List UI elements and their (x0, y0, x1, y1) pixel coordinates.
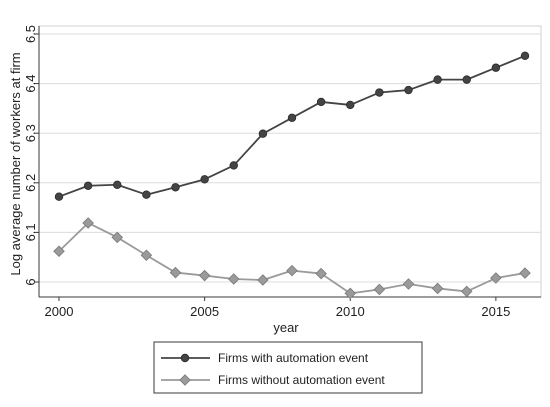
point-with-2010 (346, 100, 355, 110)
point-without-2009 (315, 267, 327, 280)
plot-area (38, 25, 542, 298)
legend-label-without: Firms without automation event (218, 373, 385, 387)
point-with-2006 (229, 161, 238, 170)
point-without-2010 (344, 287, 357, 300)
x-tick-label-0: 2000 (45, 304, 74, 319)
x-tick-label-2: 2010 (336, 304, 365, 319)
point-without-2016 (519, 267, 531, 279)
point-with-2014 (462, 75, 471, 84)
point-without-2001 (82, 217, 94, 229)
legend-box (153, 341, 423, 394)
point-without-2003 (140, 249, 153, 261)
point-with-2009 (316, 97, 326, 107)
y-axis-title: Log average number of workers at firm (8, 52, 23, 275)
point-without-2014 (460, 285, 473, 298)
point-without-2000 (53, 245, 65, 258)
series-markers (53, 51, 531, 300)
point-with-2015 (491, 63, 501, 72)
y-tick-label-4: 6.4 (23, 75, 38, 93)
point-without-2002 (111, 231, 124, 244)
legend: Firms with automation event Firms without… (153, 341, 423, 394)
point-without-2011 (373, 283, 386, 296)
axes (35, 26, 541, 301)
point-with-2001 (83, 181, 93, 190)
point-with-2007 (258, 129, 268, 138)
gridlines (39, 33, 541, 283)
point-with-2005 (200, 175, 209, 184)
y-tick-label-0: 6 (23, 278, 38, 285)
x-tick-label-1: 2005 (190, 304, 219, 319)
point-with-2013 (433, 75, 442, 84)
point-without-2012 (402, 278, 415, 290)
legend-marker-with (180, 353, 190, 363)
point-without-2008 (286, 264, 298, 277)
point-with-2003 (142, 190, 151, 199)
point-without-2013 (431, 282, 444, 295)
point-without-2006 (227, 273, 240, 285)
legend-label-with: Firms with automation event (218, 351, 369, 365)
point-with-2004 (171, 183, 180, 192)
x-tick-label-3: 2015 (481, 304, 510, 319)
point-with-2016 (520, 51, 530, 61)
x-axis-title: year (273, 320, 299, 335)
point-without-2015 (490, 272, 502, 284)
point-with-2000 (54, 192, 64, 201)
point-without-2004 (169, 266, 182, 279)
legend-marker-without (179, 374, 191, 386)
point-with-2008 (287, 113, 297, 123)
y-tick-label-3: 6.3 (23, 124, 38, 142)
y-tick-label-2: 6.2 (23, 174, 38, 192)
y-tick-label-1: 6.1 (23, 223, 38, 241)
point-with-2011 (375, 88, 384, 97)
point-with-2012 (404, 85, 413, 95)
point-without-2007 (257, 274, 269, 286)
legend-items: Firms with automation event Firms without… (161, 351, 385, 387)
point-without-2005 (198, 269, 211, 282)
tick-labels: 6 6.1 6.2 6.3 6.4 6.5 2000 2005 2010 2015 (23, 25, 510, 319)
y-tick-label-5: 6.5 (23, 25, 38, 43)
point-with-2002 (113, 180, 122, 189)
